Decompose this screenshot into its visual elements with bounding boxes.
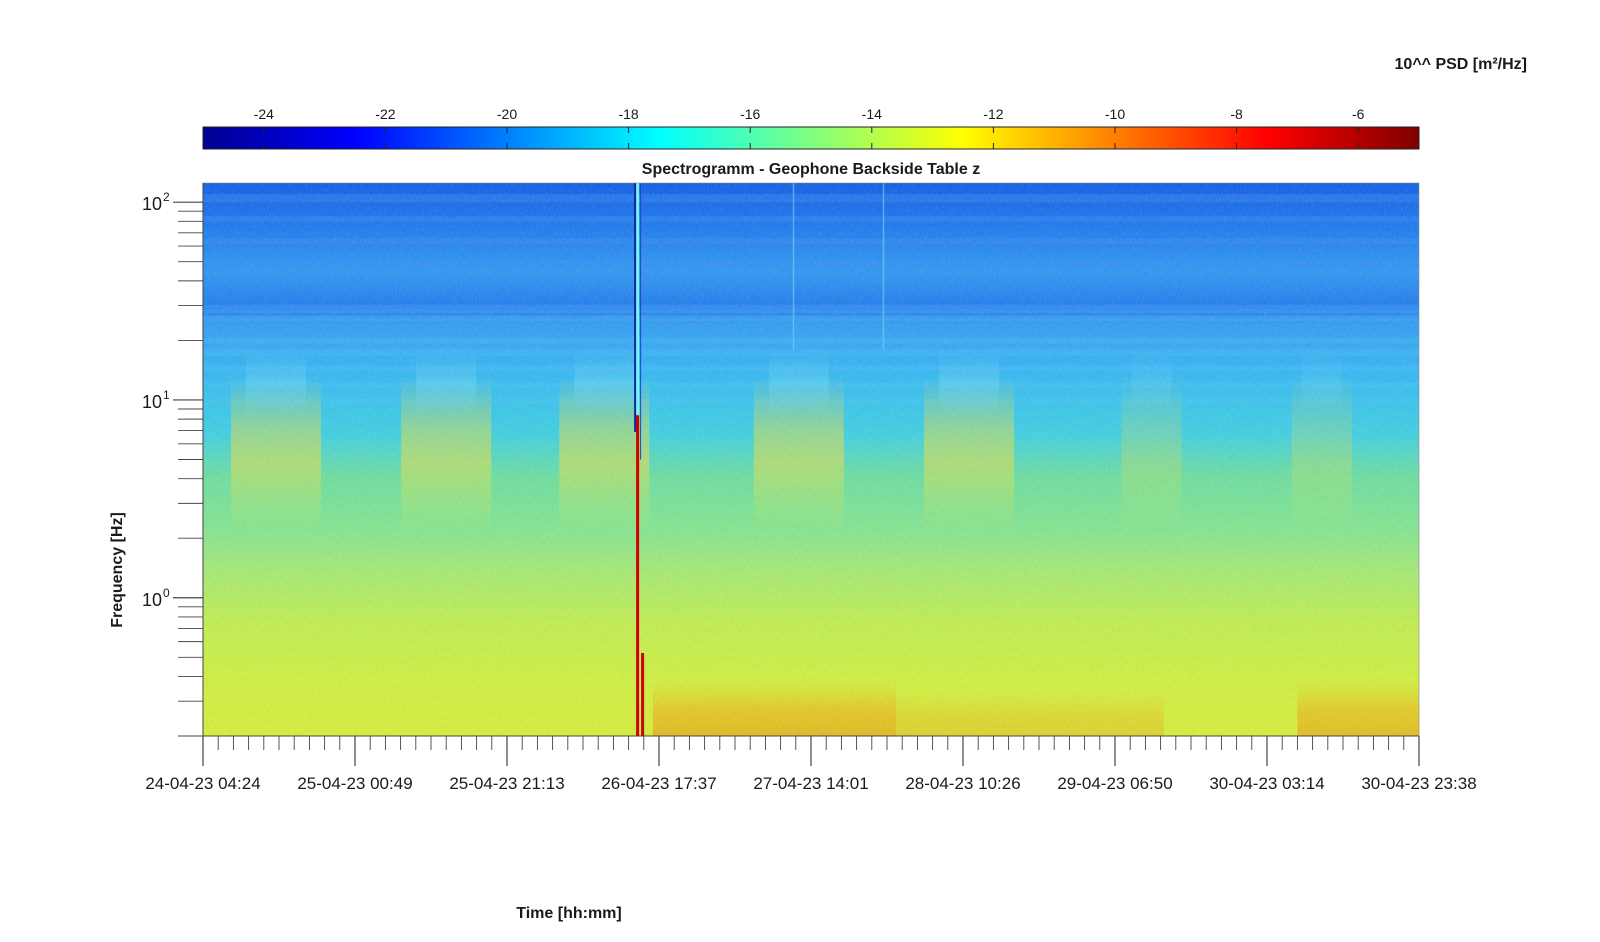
- x-tick-label: 29-04-23 06:50: [1057, 774, 1172, 793]
- colorbar-tick-label: -24: [254, 106, 274, 122]
- colorbar-tick-label: -8: [1230, 106, 1243, 122]
- y-tick-exponent: 0: [163, 586, 170, 600]
- x-axis: 24-04-23 04:24 25-04-23 00:49 25-04-23 21:…: [145, 735, 1477, 793]
- colorbar-label: 10^^ PSD [m²/Hz]: [1395, 56, 1527, 73]
- y-tick-exponent: 1: [163, 388, 170, 402]
- colorbar-ticks: -24 -22 -20 -18 -16 -14 -12 -10 -8 -6: [254, 106, 1365, 149]
- chart-title: Spectrogramm - Geophone Backside Table z: [642, 161, 980, 178]
- spike-trace: [640, 183, 642, 460]
- x-tick-label: 25-04-23 21:13: [449, 774, 564, 793]
- colorbar-tick-label: -22: [375, 106, 395, 122]
- spike-red-core: [636, 415, 640, 736]
- colorbar-tick-label: -10: [1105, 106, 1125, 122]
- y-tick-label: 10: [142, 194, 162, 214]
- colorbar-tick-label: -16: [740, 106, 760, 122]
- y-tick-label: 10: [142, 590, 162, 610]
- colorbar-tick-label: -14: [862, 106, 882, 122]
- colorbar-tick-label: -18: [618, 106, 638, 122]
- colorbar-tick-label: -20: [497, 106, 517, 122]
- y-axis-label: Frequency [Hz]: [109, 512, 126, 628]
- colorbar: 10^^ PSD [m²/Hz] -24 -22 -20 -18 -16 -14 -12 -1…: [202, 56, 1527, 150]
- x-tick-label: 26-04-23 17:37: [601, 774, 716, 793]
- plot-area: [202, 182, 1420, 737]
- spike-light-core: [636, 183, 640, 416]
- x-tick-label: 28-04-23 10:26: [905, 774, 1020, 793]
- spike-red-trail: [641, 653, 645, 736]
- x-axis-label: Time [hh:mm]: [516, 905, 621, 922]
- x-tick-label: 24-04-23 04:24: [145, 774, 260, 793]
- spectrogram-noise: [203, 183, 1419, 736]
- x-tick-label: 25-04-23 00:49: [297, 774, 412, 793]
- colorbar-tick-label: -12: [983, 106, 1003, 122]
- x-tick-label: 30-04-23 03:14: [1209, 774, 1324, 793]
- x-tick-label: 27-04-23 14:01: [753, 774, 868, 793]
- spike-dark-edge: [634, 183, 638, 432]
- x-tick-label: 30-04-23 23:38: [1361, 774, 1476, 793]
- y-tick-exponent: 2: [163, 190, 170, 204]
- y-tick-label: 10: [142, 392, 162, 412]
- colorbar-tick-label: -6: [1352, 106, 1365, 122]
